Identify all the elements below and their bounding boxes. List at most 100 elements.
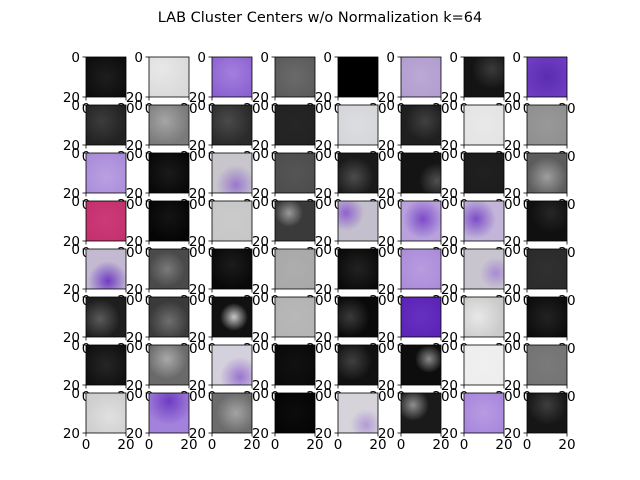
cluster-center-image (212, 345, 252, 385)
y-tick-label: 20 (189, 138, 206, 154)
cluster-center-image (212, 105, 252, 145)
y-tick-label: 20 (126, 186, 143, 202)
x-tick-label: 0 (208, 437, 217, 453)
cluster-center-image (527, 57, 567, 97)
subplot-frame (463, 248, 505, 290)
subplot-frame (274, 344, 316, 386)
cluster-center-image (86, 105, 126, 145)
y-tick-label: 20 (315, 378, 332, 394)
cluster-center-image (86, 345, 126, 385)
cluster-center-image (338, 153, 378, 193)
cluster-center-image (401, 57, 441, 97)
y-tick-label: 0 (512, 146, 521, 162)
y-tick-label: 0 (197, 98, 206, 114)
y-tick-label: 20 (63, 378, 80, 394)
cluster-center-image (464, 297, 504, 337)
y-tick-label: 20 (378, 282, 395, 298)
cluster-center-image (401, 249, 441, 289)
subplot-frame (148, 56, 190, 98)
cluster-center-image (86, 393, 126, 433)
y-tick-label: 0 (512, 242, 521, 258)
subplot-frame (526, 248, 568, 290)
cluster-center-image (464, 393, 504, 433)
y-tick-label: 0 (449, 146, 458, 162)
y-tick-label: 20 (315, 186, 332, 202)
y-tick-label: 0 (134, 98, 143, 114)
subplot-frame (400, 200, 442, 242)
subplot-frame (463, 152, 505, 194)
y-tick-label: 0 (197, 242, 206, 258)
subplot-frame (400, 152, 442, 194)
y-tick-label: 0 (512, 338, 521, 354)
y-tick-label: 0 (449, 194, 458, 210)
y-tick-label: 20 (252, 90, 269, 106)
x-tick-label: 20 (180, 437, 197, 453)
cluster-center-image (338, 201, 378, 241)
y-tick-label: 20 (63, 138, 80, 154)
subplot-frame (148, 392, 190, 434)
subplot-frame (400, 296, 442, 338)
y-tick-label: 0 (197, 290, 206, 306)
cluster-center-image (212, 201, 252, 241)
subplot-frame (463, 104, 505, 146)
y-tick-label: 0 (260, 194, 269, 210)
y-tick-label: 0 (197, 146, 206, 162)
cluster-center-image (149, 297, 189, 337)
subplot-frame (337, 392, 379, 434)
cluster-center-image (149, 345, 189, 385)
y-tick-label: 0 (134, 146, 143, 162)
subplot-frame (463, 344, 505, 386)
y-tick-label: 20 (504, 138, 521, 154)
cluster-center-image (212, 393, 252, 433)
x-tick-label: 20 (306, 437, 323, 453)
y-tick-label: 20 (504, 234, 521, 250)
subplot-frame (526, 152, 568, 194)
subplot-frame (337, 104, 379, 146)
subplot-frame (211, 248, 253, 290)
subplot-frame (85, 200, 127, 242)
y-tick-label: 0 (449, 386, 458, 402)
y-tick-label: 0 (323, 338, 332, 354)
subplot-frame (148, 248, 190, 290)
cluster-center-image (86, 153, 126, 193)
y-tick-label: 0 (512, 194, 521, 210)
chart-title: LAB Cluster Centers w/o Normalization k=… (158, 10, 483, 26)
y-tick-label: 20 (63, 282, 80, 298)
subplot-frame (85, 296, 127, 338)
y-tick-label: 0 (197, 386, 206, 402)
y-tick-label: 0 (260, 290, 269, 306)
cluster-center-image (338, 297, 378, 337)
y-tick-label: 20 (504, 90, 521, 106)
y-tick-label: 20 (378, 138, 395, 154)
y-tick-label: 0 (71, 98, 80, 114)
cluster-center-image (401, 201, 441, 241)
subplot-frame (148, 104, 190, 146)
subplot-frame (211, 104, 253, 146)
cluster-center-image (275, 249, 315, 289)
x-tick-label: 20 (495, 437, 512, 453)
y-tick-label: 20 (315, 138, 332, 154)
y-tick-label: 20 (315, 282, 332, 298)
cluster-center-image (275, 201, 315, 241)
y-tick-label: 0 (71, 290, 80, 306)
y-tick-label: 20 (441, 90, 458, 106)
subplot-frame (337, 200, 379, 242)
y-tick-label: 0 (449, 98, 458, 114)
subplot-frame (400, 104, 442, 146)
y-tick-label: 0 (323, 98, 332, 114)
subplot-frame (274, 56, 316, 98)
y-tick-label: 20 (315, 330, 332, 346)
y-tick-label: 20 (252, 426, 269, 442)
cluster-center-image (527, 249, 567, 289)
y-tick-label: 0 (386, 290, 395, 306)
cluster-center-image (527, 201, 567, 241)
